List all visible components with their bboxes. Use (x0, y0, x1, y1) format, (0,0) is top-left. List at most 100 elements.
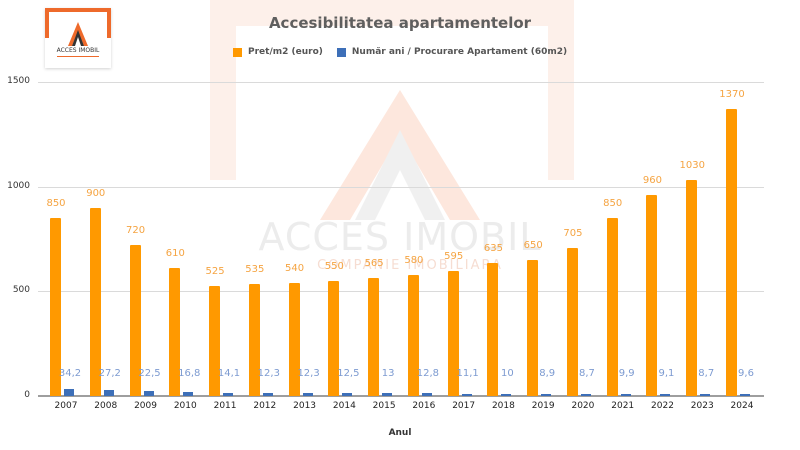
bar-price (328, 280, 340, 396)
bar-years (223, 393, 234, 396)
bar-years (262, 393, 273, 396)
data-label-years: 8,9 (539, 368, 556, 379)
data-label-price: 1370 (719, 89, 745, 101)
data-label-years: 13 (381, 368, 395, 379)
bar-price (209, 286, 221, 396)
data-label-price: 550 (324, 260, 344, 272)
bar-years (143, 391, 154, 396)
bar-price (646, 195, 658, 396)
x-tick-label: 2015 (372, 401, 396, 411)
bar-price (129, 245, 141, 396)
x-tick-label: 2007 (54, 401, 78, 411)
x-tick-label: 2016 (412, 401, 436, 411)
data-label-years: 16,8 (178, 368, 201, 379)
x-tick-label: 2024 (730, 401, 754, 411)
data-label-price: 610 (165, 248, 185, 260)
bar-years (103, 390, 114, 396)
bar-years (382, 393, 393, 396)
gridline (38, 291, 764, 293)
data-label-years: 27,2 (98, 368, 121, 379)
data-label-years: 34,2 (58, 368, 82, 379)
bar-price (89, 207, 101, 396)
logo-frame (45, 8, 111, 38)
bar-years (501, 393, 512, 396)
x-tick-label: 2008 (94, 401, 118, 411)
data-label-price: 565 (364, 257, 384, 269)
data-label-price: 850 (46, 198, 66, 210)
gridline (38, 186, 764, 188)
data-label-years: 14,1 (217, 368, 241, 379)
data-label-years: 9,1 (658, 368, 675, 379)
bar-years (740, 393, 750, 396)
x-tick-label: 2023 (690, 401, 714, 411)
data-label-years: 9,6 (738, 368, 754, 379)
data-label-price: 900 (86, 187, 106, 199)
x-tick-label: 2020 (571, 401, 595, 411)
legend-swatch-blue (336, 47, 346, 57)
chart-title: Accesibilitatea apartamentelor (268, 14, 532, 32)
gridline (38, 82, 764, 83)
y-tick-label: 1000 (7, 180, 30, 191)
bar-years (64, 388, 74, 396)
bar-years (461, 393, 472, 396)
logo-name: ACCES IMOBIL (56, 47, 100, 54)
data-label-years: 9,9 (618, 368, 635, 379)
data-label-years: 10 (501, 368, 514, 379)
x-tick-label: 2013 (293, 401, 317, 411)
chart-legend: Pret/m2 (euro) Număr ani / Procurare Apa… (233, 47, 581, 57)
data-label-years: 12,5 (337, 368, 360, 379)
data-label-years: 8,7 (698, 368, 715, 379)
bar-years (183, 392, 194, 396)
bar-years (660, 394, 671, 396)
x-tick-label: 2009 (134, 401, 157, 411)
bar-price (606, 218, 618, 396)
x-axis-line (38, 395, 764, 397)
data-label-price: 595 (444, 251, 464, 263)
bar-price (169, 268, 181, 396)
bar-years (302, 393, 313, 396)
x-tick-label: 2014 (332, 401, 356, 411)
logo-tagline (57, 56, 99, 57)
company-logo: ACCES IMOBIL (45, 8, 111, 68)
data-label-price: 705 (563, 228, 583, 240)
bar-price (50, 218, 61, 396)
x-tick-label: 2018 (491, 401, 515, 411)
bar-price (248, 284, 260, 396)
x-tick-label: 2011 (213, 401, 237, 411)
data-label-price: 850 (603, 198, 623, 210)
x-tick-label: 2021 (611, 401, 635, 411)
bar-price (487, 263, 499, 396)
legend-item-price: Pret/m2 (euro) (233, 47, 323, 57)
bar-price (447, 271, 459, 396)
bar-price (726, 109, 737, 396)
bar-price (368, 277, 380, 396)
legend-label: Pret/m2 (euro) (248, 47, 323, 57)
logo-a-icon (68, 22, 88, 46)
bar-years (620, 393, 631, 396)
data-label-price: 535 (245, 264, 265, 275)
bar-price (527, 259, 539, 396)
bar-years (700, 394, 711, 396)
data-label-price: 1030 (679, 160, 705, 172)
data-label-years: 12,3 (257, 368, 280, 379)
data-label-years: 22,5 (138, 368, 161, 379)
data-label-price: 580 (404, 254, 424, 266)
x-tick-label: 2012 (253, 401, 277, 411)
bar-years (580, 394, 591, 396)
data-label-price: 635 (483, 243, 503, 255)
bar-years (342, 393, 353, 396)
data-label-price: 525 (205, 266, 225, 278)
legend-swatch-orange (233, 47, 242, 57)
bar-price (407, 274, 419, 396)
data-label-price: 720 (125, 225, 146, 237)
data-label-years: 12,8 (416, 368, 439, 379)
bar-price (566, 248, 578, 396)
legend-label: Număr ani / Procurare Apartament (60m2) (351, 47, 568, 57)
data-label-years: 11,1 (456, 368, 479, 379)
bar-years (541, 394, 552, 396)
y-tick-label: 0 (24, 390, 30, 400)
y-tick-label: 1500 (7, 76, 30, 86)
data-label-price: 540 (285, 262, 305, 274)
x-tick-label: 2010 (173, 401, 197, 411)
